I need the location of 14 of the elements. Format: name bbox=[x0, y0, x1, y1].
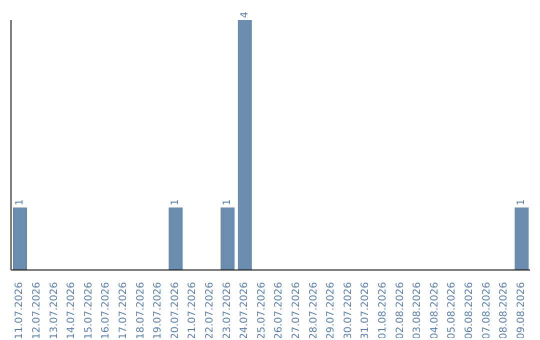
data-label: 1 bbox=[170, 199, 182, 206]
x-tick-label: 14.07.2026 bbox=[66, 282, 78, 340]
x-tick-label: 18.07.2026 bbox=[135, 282, 146, 340]
x-tick-label: 11.07.2026 bbox=[14, 282, 26, 340]
data-label: 1 bbox=[222, 199, 234, 206]
data-label: 1 bbox=[14, 199, 26, 206]
x-tick-label: 13.07.2026 bbox=[48, 282, 60, 340]
data-label: 1 bbox=[516, 199, 528, 206]
x-tick-label: 15.07.2026 bbox=[83, 282, 94, 340]
x-tick-label: 16.07.2026 bbox=[100, 282, 112, 340]
x-tick-label: 19.07.2026 bbox=[152, 282, 164, 340]
data-label: 4 bbox=[239, 12, 250, 18]
x-tick-label: 12.07.2026 bbox=[31, 282, 42, 340]
x-tick-label: 17.07.2026 bbox=[118, 282, 129, 340]
